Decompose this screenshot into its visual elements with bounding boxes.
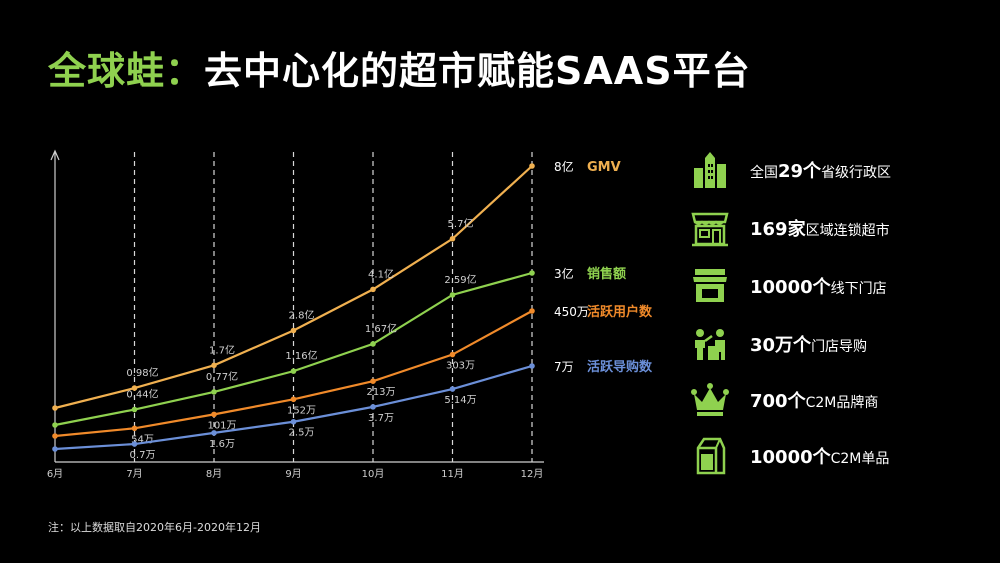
data-point: [370, 341, 376, 347]
x-tick-label: 11月: [441, 468, 464, 480]
data-label: 2.5万: [289, 428, 315, 439]
data-point: [211, 362, 217, 369]
data-point: [370, 286, 376, 293]
end-value-label: 8亿: [554, 159, 574, 174]
stat-shopping-guides: 30万个门店导购: [690, 324, 867, 364]
stat-label: 省级行政区: [821, 165, 892, 181]
data-label: 5.14万: [444, 395, 476, 406]
data-point: [131, 425, 138, 432]
data-label: 2.8亿: [289, 308, 315, 321]
data-label: 1.7亿: [209, 343, 235, 356]
data-label: 3.7万: [368, 413, 394, 424]
data-point: [449, 351, 456, 358]
stat-products: 10000个C2M单品: [690, 436, 889, 476]
series-name-label: 活跃用户数: [587, 304, 653, 320]
x-tick-label: 6月: [47, 468, 63, 480]
end-value-label: 450万: [554, 305, 589, 319]
series-name-label: 活跃导购数: [587, 359, 653, 375]
data-point: [290, 418, 297, 425]
milk-carton-icon: [690, 436, 730, 476]
stat-number: 10000个: [750, 277, 831, 298]
data-label: 0.44亿: [126, 388, 158, 401]
x-tick-label: 12月: [521, 468, 544, 480]
data-label: 152万: [287, 405, 316, 416]
stat-label: 区域连锁超市: [805, 223, 890, 239]
data-point: [52, 446, 58, 452]
store-icon: [690, 266, 730, 306]
stat-label: C2M品牌商: [805, 395, 879, 411]
stat-number: 700个: [750, 391, 806, 412]
data-point: [529, 163, 535, 169]
title-text: 去中心化的超市赋能SAAS平台: [204, 49, 751, 93]
data-point: [52, 422, 58, 428]
data-label: 213万: [366, 387, 395, 398]
data-point: [131, 406, 138, 413]
data-point: [449, 386, 456, 392]
data-point: [52, 433, 58, 439]
x-tick-label: 10月: [362, 468, 385, 480]
stat-provinces: 全国29个省级行政区: [690, 150, 891, 190]
stat-brands: 700个C2M品牌商: [690, 380, 878, 420]
x-tick-label: 7月: [126, 468, 142, 480]
shopping-guide-icon: [690, 324, 730, 364]
data-label: 0.77亿: [206, 370, 238, 383]
data-label: 1.16亿: [285, 349, 317, 362]
stat-supermarkets: 169家区域连锁超市: [690, 208, 890, 248]
x-tick-label: 9月: [285, 468, 301, 480]
end-value-label: 3亿: [554, 266, 574, 281]
page-title: 全球蛙：去中心化的超市赋能SAAS平台: [48, 40, 751, 95]
data-point: [211, 430, 217, 436]
data-point: [529, 308, 535, 314]
data-label: 1.67亿: [365, 322, 397, 335]
stat-stores: 10000个线下门店: [690, 266, 887, 306]
crown-icon: [690, 380, 730, 420]
stat-label: 门店导购: [811, 339, 868, 355]
end-value-label: 7万: [554, 360, 574, 374]
data-point: [449, 292, 456, 298]
data-label: 303万: [446, 361, 475, 372]
stat-number: 10000个: [750, 447, 831, 468]
y-axis-arrow: [50, 149, 60, 161]
stat-label: 线下门店: [830, 281, 887, 297]
data-label: 5.7亿: [448, 217, 474, 230]
data-point: [529, 270, 535, 276]
data-point: [449, 235, 456, 242]
data-label: 0.98亿: [126, 366, 158, 379]
footnote: 注：以上数据取自2020年6月-2020年12月: [48, 521, 261, 534]
data-label: 0.7万: [130, 450, 156, 461]
data-point: [211, 389, 217, 395]
data-label: 54万: [131, 434, 154, 445]
data-point: [370, 378, 376, 385]
stat-prefix: 全国: [750, 165, 778, 181]
x-tick-label: 8月: [206, 468, 222, 480]
stat-label: C2M单品: [830, 451, 890, 467]
series-name-label: 销售额: [587, 266, 626, 282]
data-point: [131, 441, 138, 447]
data-label: 101万: [207, 420, 236, 431]
data-point: [290, 368, 297, 374]
supermarket-icon: [690, 208, 730, 248]
stat-number: 29个: [778, 161, 822, 182]
stat-number: 30万个: [750, 335, 812, 356]
title-brand: 全球蛙：: [48, 49, 205, 93]
series-name-label: GMV: [587, 160, 621, 175]
buildings-icon: [690, 150, 730, 190]
stat-number: 169家: [750, 219, 806, 240]
data-label: 2.59亿: [444, 273, 476, 286]
growth-line-chart: 6月 7月 8月 9月 10月 11月 12月 0.98亿 1.7亿 2.8亿 4.1亿 5.7亿 8亿…: [47, 149, 653, 480]
data-point: [52, 405, 58, 411]
data-point: [290, 396, 297, 403]
data-label: 4.1亿: [368, 267, 394, 280]
data-point: [131, 385, 138, 391]
data-point: [370, 404, 376, 410]
data-point: [290, 327, 297, 334]
data-point: [211, 411, 217, 418]
data-label: 1.6万: [209, 439, 235, 450]
data-point: [529, 363, 535, 369]
